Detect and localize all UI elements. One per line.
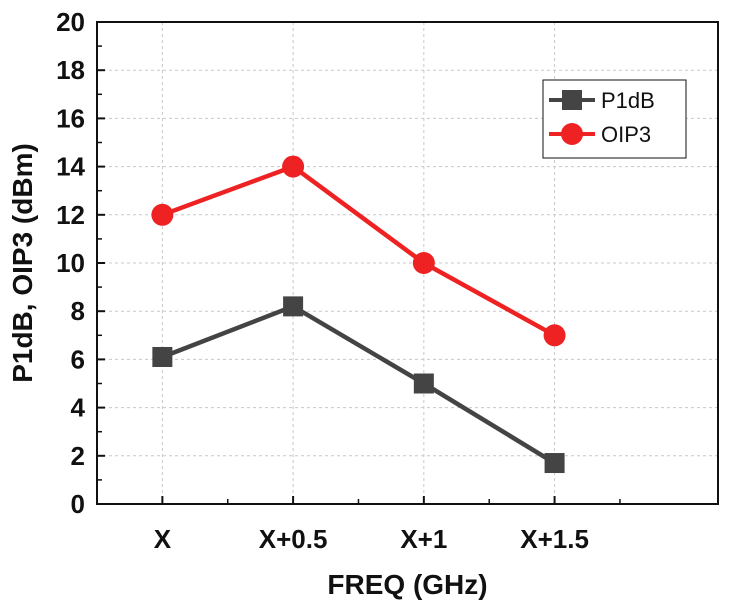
y-tick-label: 20 <box>56 7 85 37</box>
legend-marker-square <box>562 90 582 110</box>
data-point-square <box>413 373 434 394</box>
data-point-square <box>544 453 565 474</box>
x-tick-label: X+1 <box>400 524 447 554</box>
data-point-circle <box>412 252 435 274</box>
series <box>151 155 566 474</box>
series-line <box>161 164 556 338</box>
y-tick-label: 16 <box>56 103 85 133</box>
x-tick-label: X <box>154 524 172 554</box>
y-tick-label: 12 <box>56 200 85 230</box>
series-p1db <box>152 296 565 474</box>
legend-label: OIP3 <box>601 122 651 147</box>
data-point-square <box>283 296 304 317</box>
data-point-circle <box>151 203 174 226</box>
y-tick-label: 2 <box>71 441 85 471</box>
legend-item: P1dB <box>549 88 655 113</box>
series-oip3 <box>151 155 566 347</box>
legend-label: P1dB <box>601 88 655 113</box>
data-point-circle <box>282 155 305 178</box>
legend-marker-circle <box>561 123 583 145</box>
y-tick-label: 6 <box>71 344 85 374</box>
data-point-square <box>152 346 173 367</box>
y-tick-label: 0 <box>71 489 85 519</box>
y-tick-label: 18 <box>56 55 85 85</box>
series-line <box>161 304 556 465</box>
y-tick-label: 8 <box>71 296 85 326</box>
x-axis-title: FREQ (GHz) <box>327 569 487 600</box>
y-tick-label: 4 <box>71 393 86 423</box>
y-axis-title: P1dB, OIP3 (dBm) <box>7 143 38 383</box>
y-tick-label: 10 <box>56 248 85 278</box>
y-tick-label: 14 <box>56 152 85 182</box>
legend: P1dB OIP3 <box>542 79 687 159</box>
data-point-circle <box>543 324 566 347</box>
axis-ticks: 0 2 4 6 8 10 12 14 16 18 20 X X+0.5 X+1 X+1.5 <box>56 7 621 554</box>
x-tick-label: X+1.5 <box>520 524 589 554</box>
x-tick-label: X+0.5 <box>259 524 328 554</box>
legend-item: OIP3 <box>549 122 651 147</box>
